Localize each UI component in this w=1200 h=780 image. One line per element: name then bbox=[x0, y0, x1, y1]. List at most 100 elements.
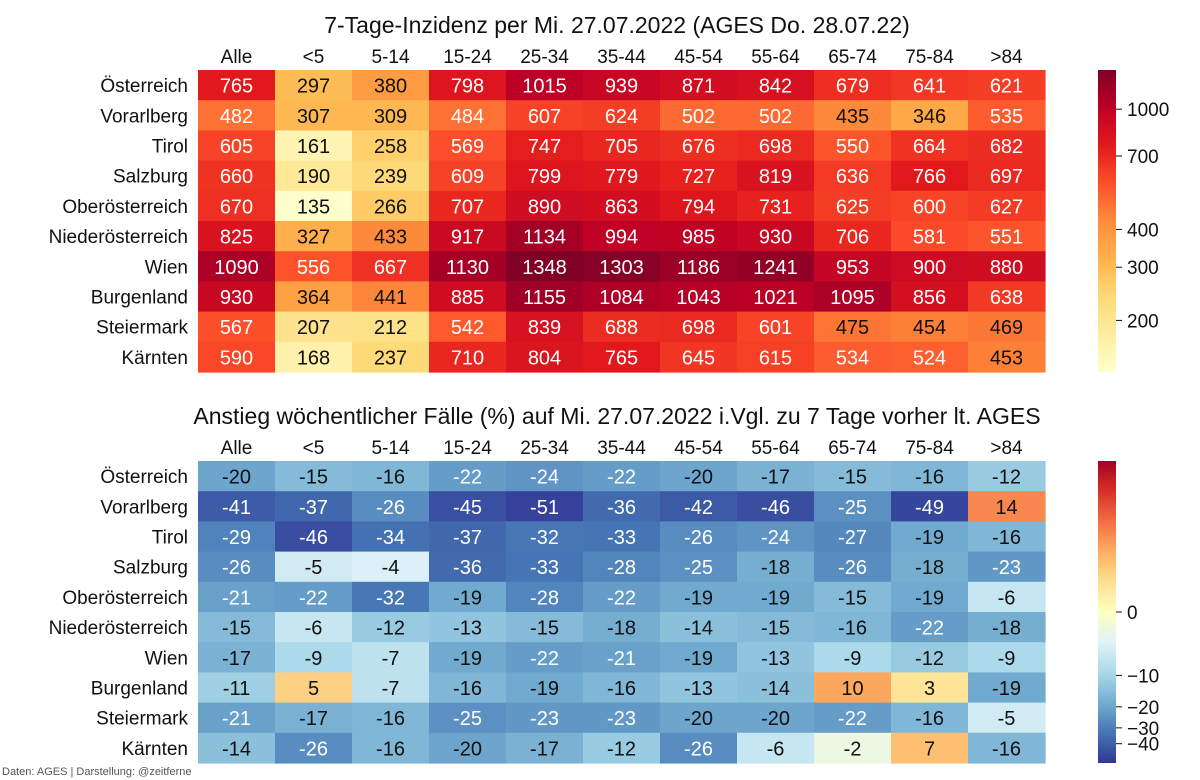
growth-cell-value: -16 bbox=[607, 678, 636, 700]
growth-cell-value: -17 bbox=[761, 467, 790, 489]
growth-cell bbox=[506, 612, 584, 643]
incidence-column-label: >84 bbox=[990, 47, 1023, 68]
incidence-colorbar-tick-label: 200 bbox=[1127, 311, 1159, 332]
incidence-cell-value: 698 bbox=[759, 136, 792, 158]
growth-cell-value: -22 bbox=[530, 648, 559, 670]
incidence-row-label: Kärnten bbox=[121, 348, 188, 369]
growth-cell bbox=[737, 672, 815, 704]
incidence-column-label: 5-14 bbox=[371, 47, 409, 68]
growth-cell-value: -37 bbox=[453, 527, 482, 549]
incidence-cell-value: 794 bbox=[682, 196, 715, 218]
growth-cell bbox=[198, 732, 276, 764]
growth-cell-value: -21 bbox=[607, 648, 636, 670]
incidence-cell-value: 698 bbox=[682, 317, 715, 339]
growth-cell-value: -7 bbox=[382, 678, 400, 700]
growth-cell-value: -17 bbox=[299, 708, 328, 730]
growth-cell bbox=[275, 702, 353, 734]
growth-cell bbox=[891, 581, 969, 613]
incidence-cell-value: 705 bbox=[605, 136, 638, 158]
growth-cell-value: -12 bbox=[607, 738, 636, 760]
growth-colorbar-tick-label: −30 bbox=[1127, 719, 1159, 740]
incidence-cell-value: 551 bbox=[990, 227, 1023, 249]
incidence-column-label: 55-64 bbox=[751, 47, 800, 68]
growth-cell-value: -16 bbox=[838, 618, 867, 640]
growth-cell-value: -26 bbox=[299, 738, 328, 760]
incidence-row-label: Wien bbox=[145, 257, 188, 278]
growth-cell bbox=[891, 732, 969, 764]
incidence-cell bbox=[352, 221, 430, 252]
incidence-cell bbox=[968, 341, 1046, 373]
growth-cell bbox=[737, 612, 815, 643]
growth-cell bbox=[506, 521, 584, 553]
incidence-cell-value: 645 bbox=[682, 347, 715, 369]
incidence-cell bbox=[352, 251, 430, 282]
incidence-cell bbox=[506, 130, 584, 162]
incidence-cell bbox=[352, 130, 430, 162]
growth-cell-value: -19 bbox=[684, 648, 713, 670]
growth-cell bbox=[429, 461, 507, 492]
incidence-row-label: Steiermark bbox=[96, 318, 188, 339]
growth-cell-value: -20 bbox=[222, 467, 251, 489]
incidence-title: 7-Tage-Inzidenz per Mi. 27.07.2022 (AGES… bbox=[324, 12, 910, 38]
incidence-cell-value: 638 bbox=[990, 287, 1023, 309]
incidence-cell bbox=[583, 100, 661, 131]
incidence-cell-value: 266 bbox=[374, 196, 407, 218]
incidence-cell-value: 799 bbox=[528, 166, 561, 188]
growth-cell bbox=[198, 581, 276, 613]
incidence-cell bbox=[352, 160, 430, 192]
growth-cell-value: -21 bbox=[222, 587, 251, 609]
growth-column-label: <5 bbox=[303, 438, 325, 459]
growth-cell-value: -22 bbox=[299, 587, 328, 609]
incidence-column-label: Alle bbox=[221, 47, 253, 68]
growth-cell-value: -27 bbox=[838, 527, 867, 549]
growth-cell-value: -14 bbox=[222, 738, 251, 760]
growth-cell-value: -6 bbox=[998, 587, 1016, 609]
incidence-cell-value: 542 bbox=[451, 317, 484, 339]
incidence-cell-value: 679 bbox=[836, 76, 869, 98]
incidence-cell bbox=[198, 251, 276, 282]
growth-cell bbox=[506, 461, 584, 492]
incidence-cell bbox=[506, 341, 584, 373]
growth-cell bbox=[429, 732, 507, 764]
growth-cell bbox=[891, 551, 969, 583]
growth-cell bbox=[429, 551, 507, 583]
growth-cell bbox=[583, 732, 661, 764]
growth-cell-value: -19 bbox=[992, 678, 1021, 700]
growth-cell bbox=[275, 461, 353, 492]
incidence-cell-value: 1303 bbox=[599, 257, 644, 279]
growth-cell bbox=[968, 551, 1046, 583]
incidence-cell bbox=[275, 190, 353, 222]
incidence-cell-value: 1015 bbox=[522, 76, 567, 98]
growth-cell bbox=[814, 612, 892, 643]
growth-cell bbox=[737, 491, 815, 522]
growth-cell-value: -32 bbox=[530, 527, 559, 549]
incidence-cell-value: 212 bbox=[374, 317, 407, 339]
incidence-column-label: 25-34 bbox=[520, 47, 569, 68]
incidence-cell-value: 327 bbox=[297, 227, 330, 249]
growth-cell-value: -37 bbox=[299, 497, 328, 519]
growth-cell bbox=[506, 581, 584, 613]
incidence-cell bbox=[814, 190, 892, 222]
growth-cell bbox=[275, 672, 353, 704]
incidence-cell-value: 880 bbox=[990, 257, 1023, 279]
growth-cell-value: -29 bbox=[222, 527, 251, 549]
incidence-cell-value: 900 bbox=[913, 257, 946, 279]
incidence-cell bbox=[506, 221, 584, 252]
incidence-cell bbox=[968, 311, 1046, 343]
incidence-cell bbox=[737, 100, 815, 131]
incidence-column-label: <5 bbox=[303, 47, 325, 68]
growth-cell bbox=[275, 521, 353, 553]
incidence-cell-value: 985 bbox=[682, 227, 715, 249]
growth-cell bbox=[968, 521, 1046, 553]
growth-cell bbox=[352, 612, 430, 643]
growth-cell bbox=[737, 732, 815, 764]
incidence-cell bbox=[891, 190, 969, 222]
incidence-cell bbox=[968, 281, 1046, 313]
incidence-cell bbox=[275, 100, 353, 131]
incidence-cell-value: 939 bbox=[605, 76, 638, 98]
growth-cell-value: -12 bbox=[915, 648, 944, 670]
growth-cell-value: -45 bbox=[453, 497, 482, 519]
growth-cell-value: -9 bbox=[998, 648, 1016, 670]
growth-cell bbox=[352, 732, 430, 764]
growth-cell-value: -28 bbox=[530, 587, 559, 609]
